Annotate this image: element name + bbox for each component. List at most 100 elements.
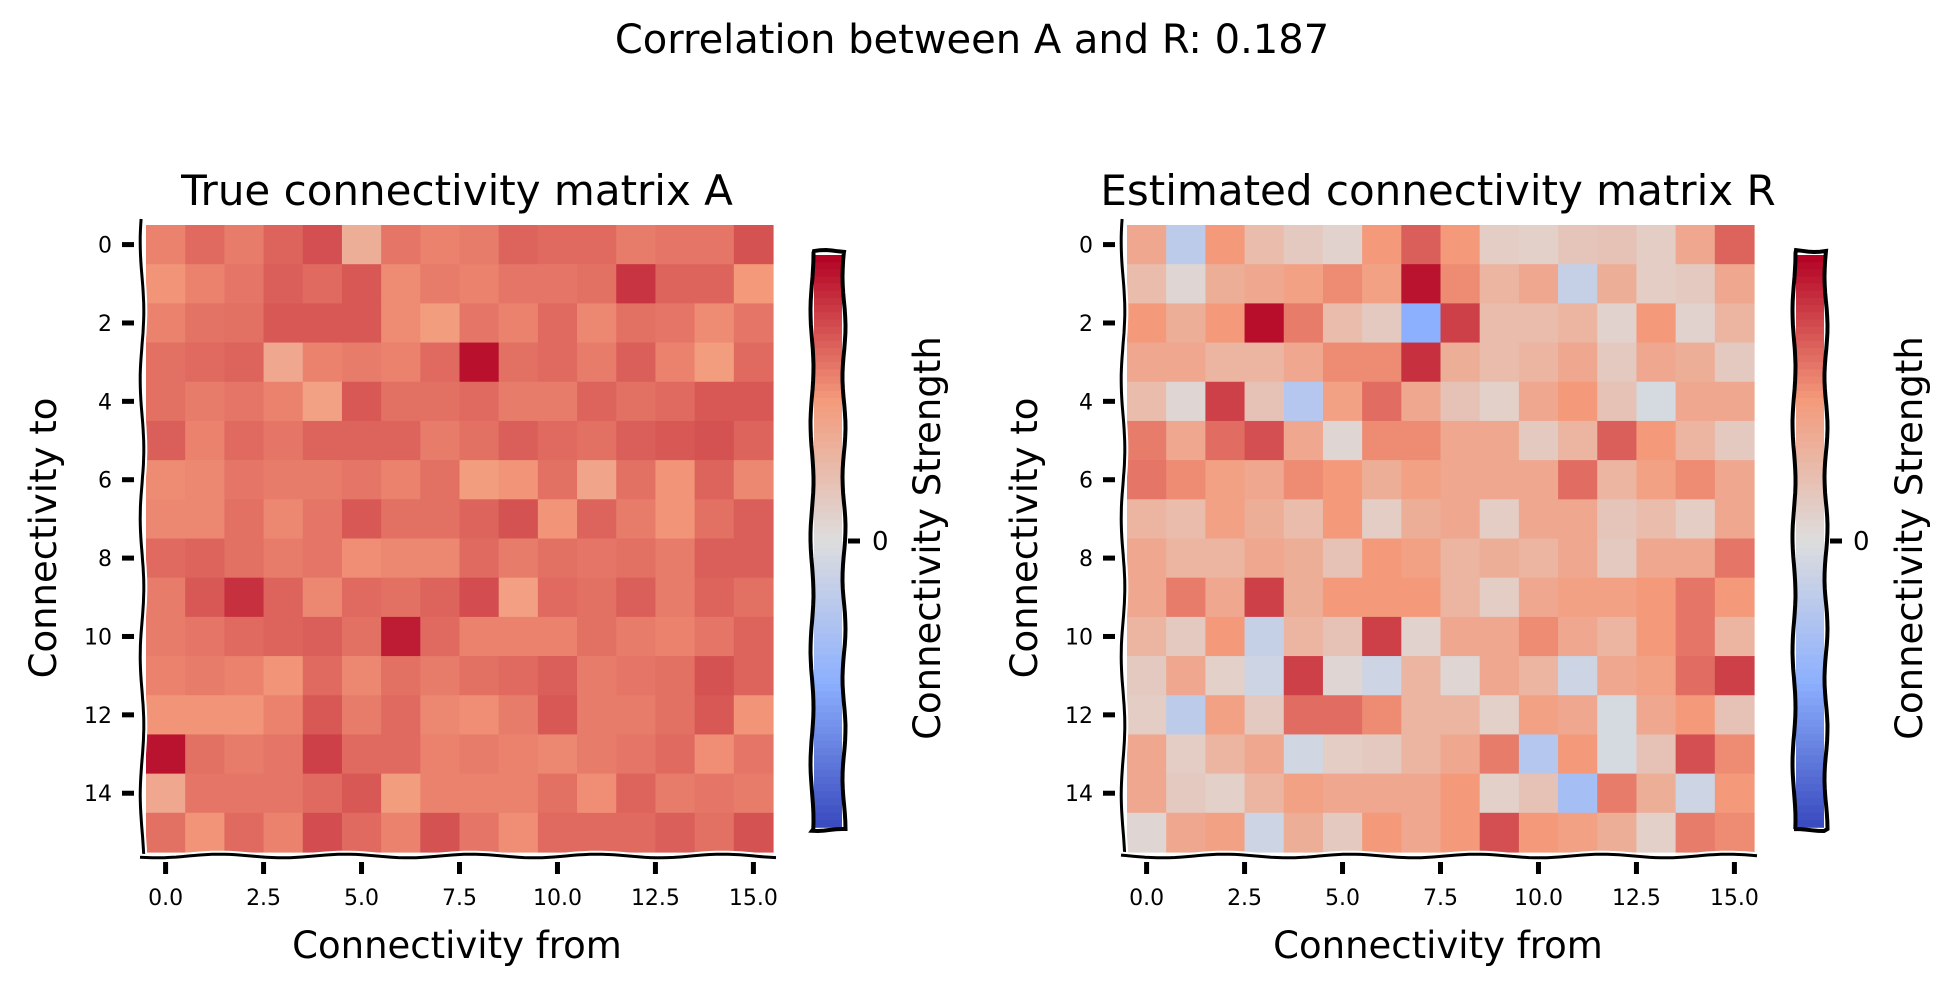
x-axis-spine — [1120, 852, 1758, 860]
colorbar-segment — [814, 555, 842, 564]
heatmap-cell — [1322, 381, 1363, 422]
colorbar-segment — [814, 476, 842, 485]
x-axis-spine — [139, 852, 777, 860]
colorbar-segment — [1796, 633, 1824, 642]
heatmap-cell — [616, 264, 657, 304]
heatmap-cell — [1636, 460, 1677, 500]
heatmap-cell — [1127, 342, 1167, 383]
heatmap-cell — [459, 264, 500, 304]
y-axis-spine — [1119, 218, 1127, 856]
heatmap-cell — [1479, 734, 1520, 775]
heatmap-cell — [1244, 342, 1285, 383]
heatmap-cell — [1127, 225, 1167, 265]
heatmap-cells — [1127, 225, 1755, 853]
heatmap-cell — [655, 264, 696, 304]
heatmap-cell — [733, 773, 774, 814]
heatmap-cell — [224, 616, 265, 657]
colorbar-segment — [1796, 347, 1824, 356]
heatmap-cell — [1283, 656, 1324, 696]
colorbar-segment — [814, 776, 842, 785]
heatmap-cell — [185, 616, 225, 657]
heatmap-cell — [1597, 656, 1638, 696]
heatmap-cell — [655, 812, 696, 853]
colorbar-label: Connectivity Strength — [906, 336, 949, 740]
heatmap-cell — [263, 303, 304, 344]
heatmap-cell — [1283, 499, 1324, 540]
heatmap-cell — [1322, 499, 1363, 540]
colorbar-segment — [814, 698, 842, 707]
panel-estimated-matrix: Estimated connectivity matrix R 0.0 2.5 5.… — [1003, 166, 1931, 967]
heatmap-cell — [1518, 577, 1559, 618]
heatmap-cell — [655, 695, 696, 736]
y-tick-label: 2 — [98, 312, 112, 337]
colorbar-segment — [1796, 412, 1824, 421]
colorbar-segment — [814, 655, 842, 664]
heatmap-cell — [1244, 812, 1285, 853]
y-tick-label: 4 — [98, 390, 112, 415]
heatmap-cell — [1244, 381, 1285, 422]
colorbar-segment — [1796, 662, 1824, 671]
heatmap-cell — [1518, 616, 1559, 657]
heatmap-cell — [1244, 499, 1285, 540]
heatmap-cell — [1401, 381, 1442, 422]
heatmap-cell — [1597, 420, 1638, 461]
y-axis-label: Connectivity to — [22, 398, 65, 679]
heatmap-cell — [224, 538, 265, 579]
figure-suptitle: Correlation between A and R: 0.187 — [615, 17, 1329, 63]
heatmap-cell — [1675, 460, 1716, 500]
heatmap-cell — [146, 695, 186, 736]
heatmap-cell — [224, 264, 265, 304]
heatmap-cell — [1518, 381, 1559, 422]
heatmap-cell — [459, 538, 500, 579]
colorbar-segment — [814, 734, 842, 742]
heatmap-cell — [1479, 264, 1520, 304]
heatmap-cell — [1714, 264, 1755, 304]
colorbar-segment — [814, 340, 842, 349]
heatmap-cell — [1558, 616, 1598, 657]
colorbar-segment — [1796, 748, 1824, 757]
heatmap-cell — [1166, 538, 1206, 579]
heatmap-cell — [733, 264, 774, 304]
heatmap-cell — [1440, 538, 1481, 579]
heatmap-cell — [341, 577, 382, 618]
heatmap-cell — [1401, 656, 1442, 696]
heatmap-cell — [1714, 225, 1755, 265]
colorbar-segment — [814, 576, 842, 585]
heatmap-cell — [1558, 577, 1598, 618]
heatmap-cell — [1205, 773, 1246, 814]
colorbar-segment — [1796, 340, 1824, 349]
heatmap-cell — [1127, 773, 1167, 814]
heatmap-cell — [1205, 225, 1246, 265]
heatmap-cell — [1283, 538, 1324, 579]
heatmap-cell — [1597, 264, 1638, 304]
heatmap-cell — [1558, 812, 1598, 853]
heatmap-cell — [146, 538, 186, 579]
heatmap-cell — [655, 538, 696, 579]
heatmap-cell — [1597, 225, 1638, 265]
heatmap-cell — [1597, 303, 1638, 344]
heatmap-cell — [1166, 695, 1206, 736]
heatmap-cell — [1675, 381, 1716, 422]
heatmap-cell — [1283, 812, 1324, 853]
heatmap-cell — [420, 538, 461, 579]
heatmap-cell — [1283, 734, 1324, 775]
heatmap-cell — [694, 695, 735, 736]
heatmap-cell — [498, 812, 539, 853]
heatmap-cell — [1322, 342, 1363, 383]
heatmap-cell — [1401, 499, 1442, 540]
colorbar-segment — [814, 641, 842, 650]
axis-frame — [1117, 218, 1758, 862]
heatmap-cell — [1244, 225, 1285, 265]
heatmap-cell — [146, 303, 186, 344]
heatmap-cell — [694, 538, 735, 579]
x-tick-label: 0.0 — [1129, 886, 1164, 911]
heatmap-cell — [1479, 616, 1520, 657]
heatmap-cell — [1283, 303, 1324, 344]
colorbar — [1790, 247, 1842, 834]
colorbar-segment — [1796, 433, 1824, 442]
heatmap-cell — [1166, 342, 1206, 383]
heatmap-cell — [1127, 616, 1167, 657]
heatmap-cell — [1362, 381, 1402, 422]
colorbar-segment — [1796, 297, 1824, 306]
heatmap-cell — [1362, 460, 1402, 500]
